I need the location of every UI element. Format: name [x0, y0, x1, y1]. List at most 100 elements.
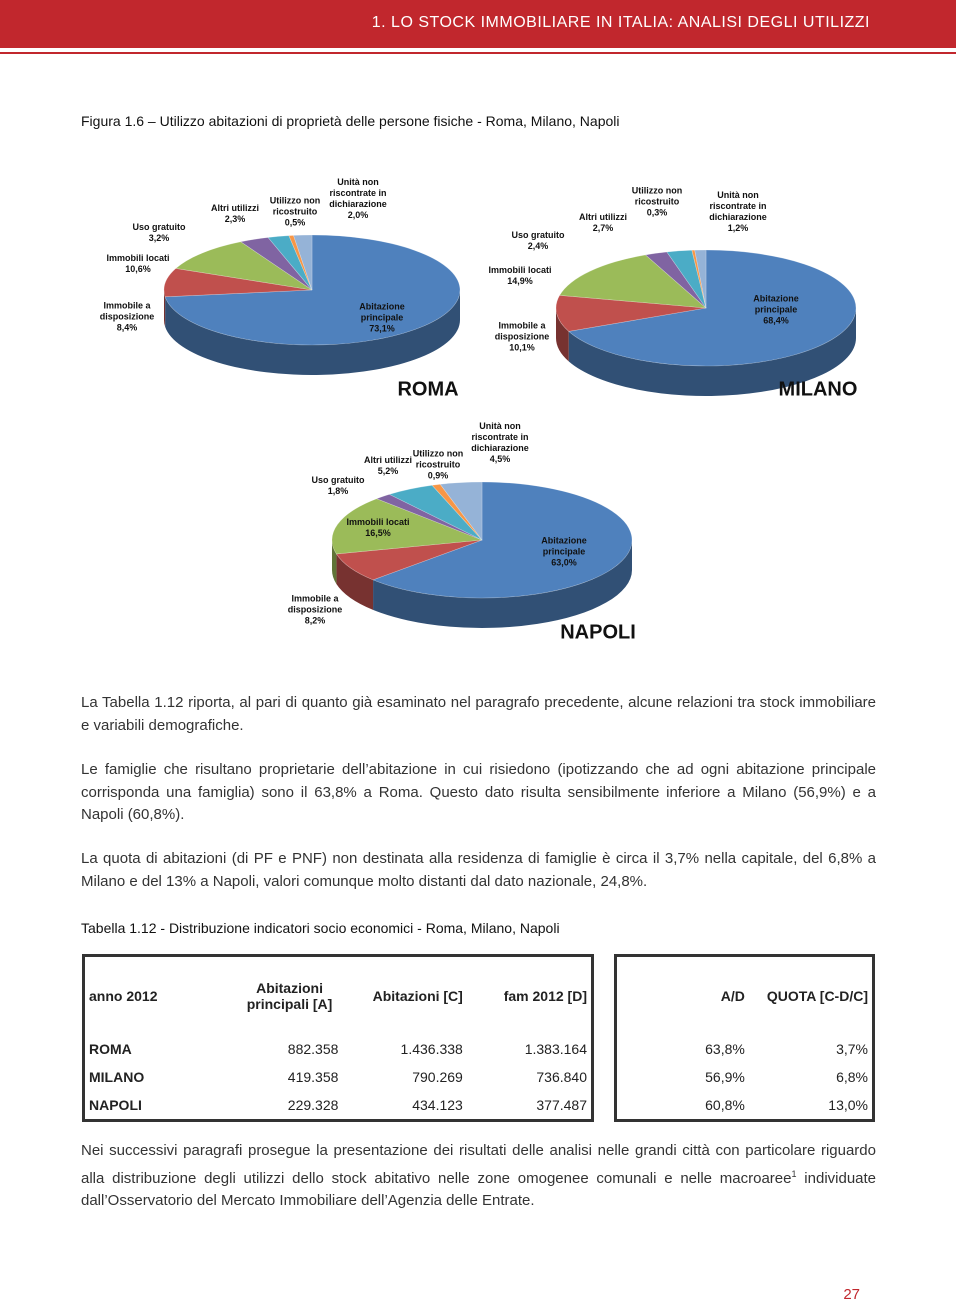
pie-slice: [644, 251, 707, 309]
pie-label: Altri utilizzi 5,2%: [346, 455, 430, 477]
pie-label-value: 14,9%: [507, 276, 533, 286]
figure-caption: Figura 1.6 – Utilizzo abitazioni di prop…: [81, 113, 620, 129]
table-cell: NAPOLI: [89, 1097, 142, 1113]
pie-label-value: 2,0%: [347, 210, 369, 220]
table-cell: 377.487: [536, 1097, 587, 1113]
pie-label-name: Immobili locati: [106, 253, 170, 263]
pie-label: Utilizzo non ricostruito 0,3%: [615, 186, 699, 219]
paragraph: La Tabella 1.12 riporta, al pari di quan…: [81, 694, 876, 734]
pie-slice: [555, 295, 707, 332]
table-cell: 1.383.164: [524, 1041, 587, 1057]
pie-label-name: Abitazione principale: [753, 293, 799, 315]
table-row: 56,9% 6,8%: [616, 1063, 874, 1091]
pie-label-value: 16,5%: [365, 528, 391, 538]
pie-charts: [163, 234, 857, 629]
pie-slice: [288, 235, 313, 291]
pie-label: Abitazione principale 68,4%: [734, 294, 818, 327]
pie-label: Immobile a disposizione 8,4%: [85, 301, 169, 334]
pie-slice-side: [556, 308, 569, 362]
pie-label-name: Uso gratuito: [311, 475, 365, 485]
pie-label-name: Unità non riscontrate in dichiarazione: [471, 421, 529, 453]
pie-label: Immobile a disposizione 10,1%: [480, 321, 564, 354]
pie-label-value: 1,2%: [727, 223, 749, 233]
pie-label-name: Immobili locati: [488, 265, 552, 275]
pie-label: Immobili locati 10,6%: [96, 253, 180, 275]
pie-label-name: Abitazione principale: [541, 535, 587, 557]
pie-label-name: Immobile a disposizione: [494, 320, 550, 342]
pie-slice: [691, 249, 707, 309]
pie-slice: [559, 254, 707, 309]
header-bar: 1. LO STOCK IMMOBILIARE IN ITALIA: ANALI…: [0, 0, 956, 48]
pie-slice: [439, 481, 483, 541]
table-row: ROMA 882.358 1.436.338 1.383.164: [84, 1035, 593, 1063]
pie-label-name: Altri utilizzi: [579, 212, 627, 222]
pie-label-name: Utilizzo non ricostruito: [631, 185, 683, 207]
pie-label-value: 0,3%: [646, 207, 668, 218]
table-row: NAPOLI 229.328 434.123 377.487: [84, 1091, 593, 1121]
pie-label: Immobili locati 14,9%: [478, 265, 562, 287]
text: individuate dall’Osservatorio del Mercat…: [81, 1169, 877, 1210]
pie-label: Uso gratuito 2,4%: [496, 230, 580, 252]
pie-slice: [293, 234, 313, 291]
table-cell: 3,7%: [836, 1041, 868, 1057]
pie-slice: [694, 249, 707, 309]
pie-slice-side: [164, 290, 166, 327]
table-left: anno 2012 Abitazioni principali [A] Abit…: [82, 954, 594, 1122]
pie-label-value: 0,9%: [427, 470, 449, 481]
table-right: A/D QUOTA [C-D/C] 63,8% 3,7% 56,9% 6,8% 60,8…: [614, 954, 875, 1122]
pie-slice: [568, 249, 857, 367]
pie-slice-side: [373, 540, 632, 629]
table-row: MILANO 419.358 790.269 736.840: [84, 1063, 593, 1091]
pie-slice: [375, 494, 483, 541]
table-cell: 790.269: [412, 1069, 463, 1085]
pie-label-value: 10,1%: [509, 342, 535, 353]
pie-label-name: Immobili locati: [346, 517, 410, 527]
table-caption: Tabella 1.12 - Distribuzione indicatori …: [81, 920, 560, 936]
pie-label: Abitazione principale 63,0%: [522, 536, 606, 569]
paragraph: Le famiglie che risultano proprietarie d…: [81, 761, 876, 823]
pie-label-name: Altri utilizzi: [211, 203, 259, 213]
table-cell: MILANO: [89, 1069, 145, 1085]
pie-slice: [666, 249, 707, 309]
pie-label-value: 68,4%: [763, 315, 789, 326]
table-cell: 60,8%: [705, 1097, 745, 1113]
pie-label-value: 8,2%: [304, 615, 326, 626]
pie-label: Utilizzo non ricostruito 0,9%: [396, 449, 480, 482]
pie-label: Unità non riscontrate in dichiarazione 1,…: [696, 190, 780, 234]
table-cell: 63,8%: [705, 1041, 745, 1057]
table-cell: 419.358: [287, 1069, 339, 1085]
pie-label-value: 0,5%: [284, 217, 306, 228]
pie-slice: [331, 498, 483, 555]
table-row: 60,8% 13,0%: [616, 1091, 874, 1121]
pie-slice: [240, 237, 313, 291]
pie-label: Unità non riscontrate in dichiarazione 4,…: [458, 421, 542, 465]
pie-slice-side: [165, 290, 461, 376]
pie-slice-side: [332, 540, 337, 584]
pie-label-name: Altri utilizzi: [364, 455, 412, 465]
pie-slice: [431, 483, 483, 541]
pie-label-name: Immobile a disposizione: [287, 593, 343, 615]
table-cell: 229.328: [287, 1097, 339, 1113]
chart-title: MILANO: [778, 378, 858, 401]
pie-slice-side: [568, 308, 856, 397]
pie-label-name: Unità non riscontrate in dichiarazione: [329, 177, 387, 209]
pie-label-name: Utilizzo non ricostruito: [412, 448, 464, 470]
pie-slice: [175, 241, 313, 291]
pie-label-value: 2,7%: [592, 223, 614, 233]
pie-label-value: 8,4%: [116, 322, 138, 333]
header-cell: A/D: [720, 988, 745, 1004]
pie-label-name: Immobile a disposizione: [99, 300, 155, 322]
page-number: 27: [843, 1286, 860, 1303]
pie-label-value: 3,2%: [148, 233, 170, 243]
table-cell: 6,8%: [836, 1069, 868, 1085]
pie-label-value: 73,1%: [369, 323, 395, 334]
table-cell: 882.358: [287, 1041, 339, 1057]
pie-slice: [164, 234, 461, 346]
pie-slice: [335, 539, 483, 581]
header-cell: anno 2012: [89, 988, 158, 1004]
pie-label-value: 2,3%: [224, 214, 246, 224]
pie-slice: [388, 484, 483, 541]
header-title: 1. LO STOCK IMMOBILIARE IN ITALIA: ANALI…: [371, 14, 870, 31]
pie-slice: [372, 481, 633, 599]
